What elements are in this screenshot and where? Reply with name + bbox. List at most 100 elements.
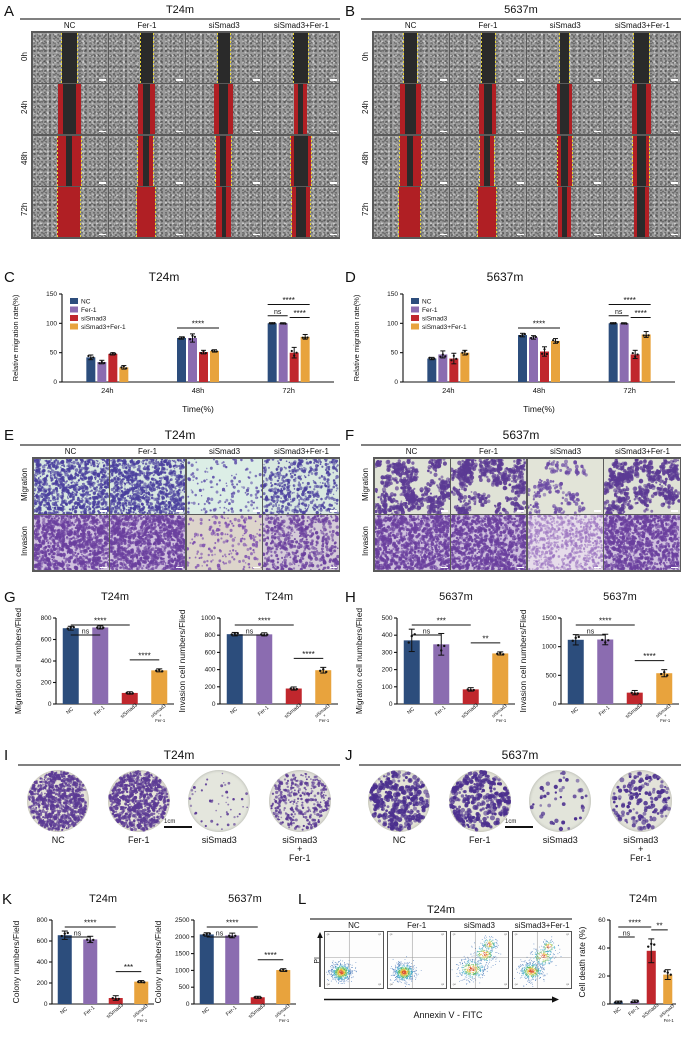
panel-i-label-0: NC — [51, 835, 65, 845]
panel-f-col-3: siSmad3+Fer-1 — [615, 447, 670, 456]
micrograph-cell — [450, 135, 526, 186]
colony-dish — [107, 770, 170, 832]
micrograph-cell — [109, 84, 185, 134]
scale-bar — [99, 510, 107, 512]
micrograph-cell — [527, 84, 603, 134]
panel-e-row-1: Invasion — [20, 526, 29, 556]
panel-f-row-1: Invasion — [361, 526, 370, 556]
micrograph-cell — [186, 84, 262, 134]
transwell-cell — [186, 515, 262, 570]
panel-i-title: T24m — [163, 748, 195, 762]
transwell-cell — [451, 458, 527, 514]
micrograph-cell — [263, 32, 339, 83]
scale-bar — [329, 510, 337, 512]
panel-f: F 5637m NC Fer-1 siSmad3 siSmad3+Fer-1 M… — [345, 428, 681, 572]
panel-j-letter: J — [345, 747, 353, 764]
panel-b-row-2: 48h — [361, 151, 370, 166]
panel-a-title: T24m — [165, 4, 195, 16]
micrograph-cell — [186, 187, 262, 237]
scale-bar — [593, 510, 601, 512]
micrograph-cell — [604, 32, 680, 83]
panel-f-col-0: NC — [405, 447, 418, 456]
panel-f-rule — [361, 444, 681, 446]
panel-l-col-3: siSmad3+Fer-1 — [514, 921, 570, 930]
transwell-cell — [110, 458, 186, 514]
svg-text:0: 0 — [394, 379, 398, 386]
transwell-cell — [451, 515, 527, 570]
svg-text:ns: ns — [615, 309, 623, 316]
panel-l-xaxis-label: Annexin V - FITC — [413, 1010, 483, 1020]
panel-b-row-1: 24h — [361, 100, 370, 115]
panel-j-rule — [359, 764, 681, 766]
micrograph-cell — [263, 135, 339, 186]
panel-j-scalebar-label: 1cm — [505, 819, 517, 825]
panel-l-title: T24m — [426, 904, 456, 916]
svg-text:siSmad3: siSmad3 — [422, 315, 448, 322]
flow-plot: Q1 Q2 Q4 Q3 — [449, 931, 510, 989]
svg-text:****: **** — [533, 320, 545, 329]
colony-dish — [368, 770, 431, 832]
scale-bar — [176, 566, 184, 568]
panel-h: H 5637m 0 100 200 300 400 500 Migration cell nu… — [345, 588, 681, 740]
panel-c-title: T24m — [148, 270, 180, 284]
panel-b-col-0: NC — [404, 21, 417, 30]
colony-dish — [448, 770, 511, 832]
panel-k: K T24m 0 200 400 600 800 Colony numbers/Field N… — [2, 890, 302, 1040]
panel-j-label-3-fer: Fer-1 — [629, 853, 652, 863]
panel-i-label-1: Fer-1 — [127, 835, 150, 845]
colony-dish — [27, 770, 90, 832]
svg-text:Time(%): Time(%) — [523, 404, 555, 414]
colony-dish — [188, 770, 251, 832]
colony-dish — [609, 770, 672, 832]
panel-e-col-0: NC — [64, 447, 77, 456]
panel-b-letter: B — [345, 3, 356, 20]
scale-bar — [517, 566, 525, 568]
scale-bar — [252, 566, 260, 568]
panel-a-letter: A — [4, 3, 15, 20]
scale-bar — [252, 510, 260, 512]
micrograph-cell — [186, 32, 262, 83]
micrograph-cell — [32, 135, 108, 186]
panel-f-col-1: Fer-1 — [478, 447, 499, 456]
svg-text:100: 100 — [46, 320, 57, 327]
panel-b-rule — [361, 18, 681, 20]
panel-e-col-1: Fer-1 — [137, 447, 158, 456]
svg-text:ns: ns — [274, 309, 282, 316]
panel-f-row-0: Migration — [361, 468, 370, 502]
panel-a-rule — [20, 18, 340, 20]
panel-i-label-3-fer: Fer-1 — [288, 853, 311, 863]
svg-text:****: **** — [623, 296, 635, 305]
panel-i: I T24m 1cm NC Fer-1 siSmad3 siSmad3 — [4, 748, 340, 863]
svg-text:Relative migration rate(%): Relative migration rate(%) — [11, 294, 20, 381]
pi-axis-arrow-icon — [317, 932, 323, 987]
micrograph-cell — [604, 187, 680, 237]
svg-text:150: 150 — [46, 291, 57, 298]
svg-text:50: 50 — [391, 350, 399, 357]
panel-e: E T24m NC Fer-1 siSmad3 siSmad3+Fer-1 Mi… — [4, 428, 340, 572]
micrograph-cell — [109, 32, 185, 83]
panel-f-letter: F — [345, 427, 355, 444]
panel-j-label-3: siSmad3 — [623, 835, 659, 845]
micrograph-cell — [604, 135, 680, 186]
panel-a-image-grid — [31, 31, 340, 239]
micrograph-cell — [373, 135, 449, 186]
svg-text:150: 150 — [387, 291, 398, 298]
scale-bar — [517, 510, 525, 512]
svg-text:24h: 24h — [101, 386, 114, 395]
micrograph-cell — [32, 32, 108, 83]
panel-a-row-0: 0h — [20, 52, 29, 61]
panel-c-chart: 0 50 100 150 Relative migration rate(%) Time(… — [11, 291, 334, 414]
micrograph-cell — [527, 32, 603, 83]
micrograph-cell — [32, 84, 108, 134]
annexin-axis-arrow-icon — [324, 996, 559, 1003]
panel-j-title: 5637m — [501, 748, 539, 762]
panel-g: G T24m 0 200 400 600 800 Migration cell number… — [4, 588, 340, 740]
transwell-cell — [33, 515, 109, 570]
transwell-cell — [604, 515, 680, 570]
svg-text:0: 0 — [53, 379, 57, 386]
panel-b-col-3: siSmad3+Fer-1 — [614, 21, 670, 30]
panel-d-letter: D — [345, 269, 356, 286]
